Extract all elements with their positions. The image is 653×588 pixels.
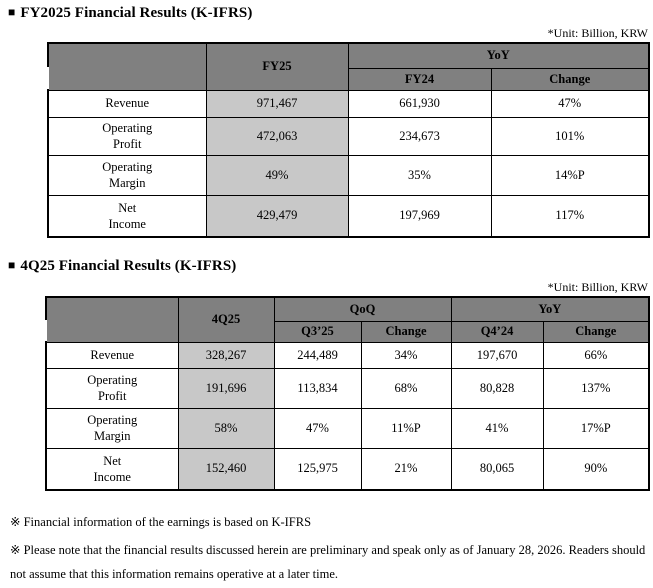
cell-4q25: 152,460 <box>177 447 275 491</box>
cell-fy24: 661,930 <box>347 89 492 118</box>
section2-title-text: 4Q25 Financial Results (K-IFRS) <box>20 258 237 274</box>
footnote-disclaimer: ※ Please note that the financial results… <box>10 543 646 581</box>
q425-table-wrap: 4Q25 QoQ YoY Q3’25 Change Q4’24 Change R… <box>38 296 651 491</box>
cell-fy24: 35% <box>347 154 492 196</box>
cell-fy24: 234,673 <box>347 116 492 156</box>
col-group-qoq: QoQ <box>273 296 452 322</box>
row-label: Net Income <box>45 447 179 491</box>
cell-q325: 113,834 <box>273 367 362 409</box>
cell-q325: 125,975 <box>273 447 362 491</box>
cell-q424: 41% <box>450 407 544 449</box>
section2-title: ■ 4Q25 Financial Results (K-IFRS) <box>8 258 236 275</box>
cell-fy25: 472,063 <box>205 116 349 156</box>
header-notch-artifact <box>38 320 47 341</box>
section1-title-text: FY2025 Financial Results (K-IFRS) <box>20 5 253 21</box>
col-header-q424: Q4’24 <box>450 320 544 343</box>
cell-q325: 47% <box>273 407 362 449</box>
table-row-net-income: Net Income 429,479 197,969 117% <box>47 194 650 238</box>
row-label: Operating Profit <box>45 367 179 409</box>
col-header-fy24: FY24 <box>347 67 492 91</box>
table-row-operating-margin: Operating Margin 49% 35% 14%P <box>47 154 650 196</box>
cell-fy25: 49% <box>205 154 349 196</box>
row-label: Operating Profit <box>47 116 207 156</box>
col-header-fy25: FY25 <box>205 42 349 91</box>
cell-change: 14%P <box>490 154 650 196</box>
table-row-operating-profit: Operating Profit 191,696 113,834 68% 80,… <box>45 367 650 409</box>
col-header-qoq-change: Change <box>360 320 452 343</box>
table-row-net-income: Net Income 152,460 125,975 21% 80,065 90… <box>45 447 650 491</box>
cell-q325: 244,489 <box>273 341 362 369</box>
col-group-yoy: YoY <box>347 42 650 69</box>
table-row-revenue: Revenue 328,267 244,489 34% 197,670 66% <box>45 341 650 369</box>
cell-4q25: 191,696 <box>177 367 275 409</box>
cell-change: 47% <box>490 89 650 118</box>
table-row-revenue: Revenue 971,467 661,930 47% <box>47 89 650 118</box>
cell-qoq-change: 11%P <box>360 407 452 449</box>
col-header-change: Change <box>490 67 650 91</box>
cell-yoy-change: 137% <box>542 367 650 409</box>
row-label: Operating Margin <box>45 407 179 449</box>
cell-fy24: 197,969 <box>347 194 492 238</box>
square-bullet-icon: ■ <box>8 5 16 19</box>
row-label: Revenue <box>47 89 207 118</box>
square-bullet-icon: ■ <box>8 258 16 272</box>
col-group-yoy: YoY <box>450 296 650 322</box>
cell-q424: 80,828 <box>450 367 544 409</box>
cell-4q25: 328,267 <box>177 341 275 369</box>
cell-change: 101% <box>490 116 650 156</box>
section1-title: ■ FY2025 Financial Results (K-IFRS) <box>8 5 252 22</box>
fy2025-table-wrap: FY25 YoY FY24 Change Revenue 971,467 661… <box>40 42 651 238</box>
cell-change: 117% <box>490 194 650 238</box>
corner-header-cell <box>45 296 179 343</box>
row-label: Net Income <box>47 194 207 238</box>
cell-qoq-change: 21% <box>360 447 452 491</box>
cell-fy25: 429,479 <box>205 194 349 238</box>
cell-fy25: 971,467 <box>205 89 349 118</box>
table-row-operating-profit: Operating Profit 472,063 234,673 101% <box>47 116 650 156</box>
section2-unit-note: *Unit: Billion, KRW <box>547 280 648 294</box>
fy2025-results-table: FY25 YoY FY24 Change Revenue 971,467 661… <box>47 42 651 238</box>
cell-yoy-change: 17%P <box>542 407 650 449</box>
row-label: Operating Margin <box>47 154 207 196</box>
q425-results-table: 4Q25 QoQ YoY Q3’25 Change Q4’24 Change R… <box>45 296 651 491</box>
cell-yoy-change: 66% <box>542 341 650 369</box>
cell-q424: 80,065 <box>450 447 544 491</box>
col-header-4q25: 4Q25 <box>177 296 275 343</box>
footnote-kifrs: ※ Financial information of the earnings … <box>10 515 312 529</box>
col-header-yoy-change: Change <box>542 320 650 343</box>
col-header-q325: Q3’25 <box>273 320 362 343</box>
cell-q424: 197,670 <box>450 341 544 369</box>
corner-header-cell <box>47 42 207 91</box>
table-row-operating-margin: Operating Margin 58% 47% 11%P 41% 17%P <box>45 407 650 449</box>
cell-qoq-change: 68% <box>360 367 452 409</box>
cell-yoy-change: 90% <box>542 447 650 491</box>
cell-4q25: 58% <box>177 407 275 449</box>
section1-unit-note: *Unit: Billion, KRW <box>547 26 648 40</box>
header-notch-artifact <box>40 67 49 89</box>
row-label: Revenue <box>45 341 179 369</box>
cell-qoq-change: 34% <box>360 341 452 369</box>
